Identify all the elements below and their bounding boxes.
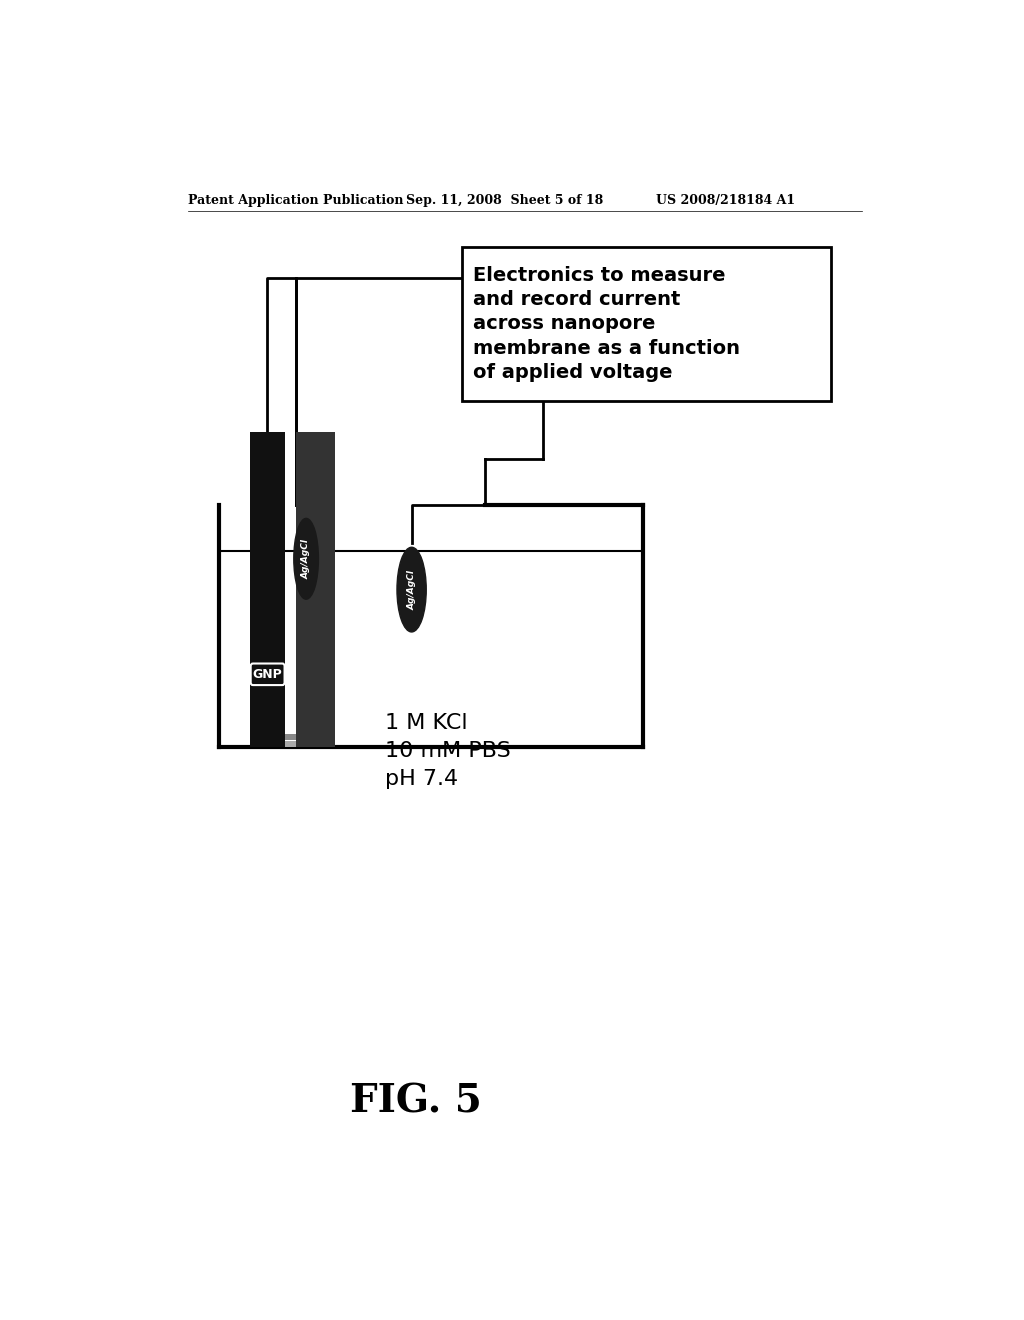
Text: US 2008/218184 A1: US 2008/218184 A1 <box>656 194 796 207</box>
Bar <box>285 742 296 747</box>
Text: Ag/AgCl: Ag/AgCl <box>408 570 416 610</box>
Text: GNP: GNP <box>253 668 283 681</box>
Bar <box>296 432 335 747</box>
FancyBboxPatch shape <box>251 664 285 685</box>
Text: Patent Application Publication: Patent Application Publication <box>188 194 403 207</box>
Text: 1 M KCl
10 mM PBS
pH 7.4: 1 M KCl 10 mM PBS pH 7.4 <box>385 713 510 789</box>
Text: Electronics to measure
and record current
across nanopore
membrane as a function: Electronics to measure and record curren… <box>473 265 740 381</box>
Text: FIG. 5: FIG. 5 <box>349 1082 481 1121</box>
Bar <box>250 432 285 747</box>
Bar <box>462 247 831 401</box>
Text: Sep. 11, 2008  Sheet 5 of 18: Sep. 11, 2008 Sheet 5 of 18 <box>407 194 603 207</box>
Ellipse shape <box>294 519 318 599</box>
Ellipse shape <box>397 548 426 632</box>
Bar <box>285 734 296 739</box>
Text: Ag/AgCl: Ag/AgCl <box>302 539 310 578</box>
